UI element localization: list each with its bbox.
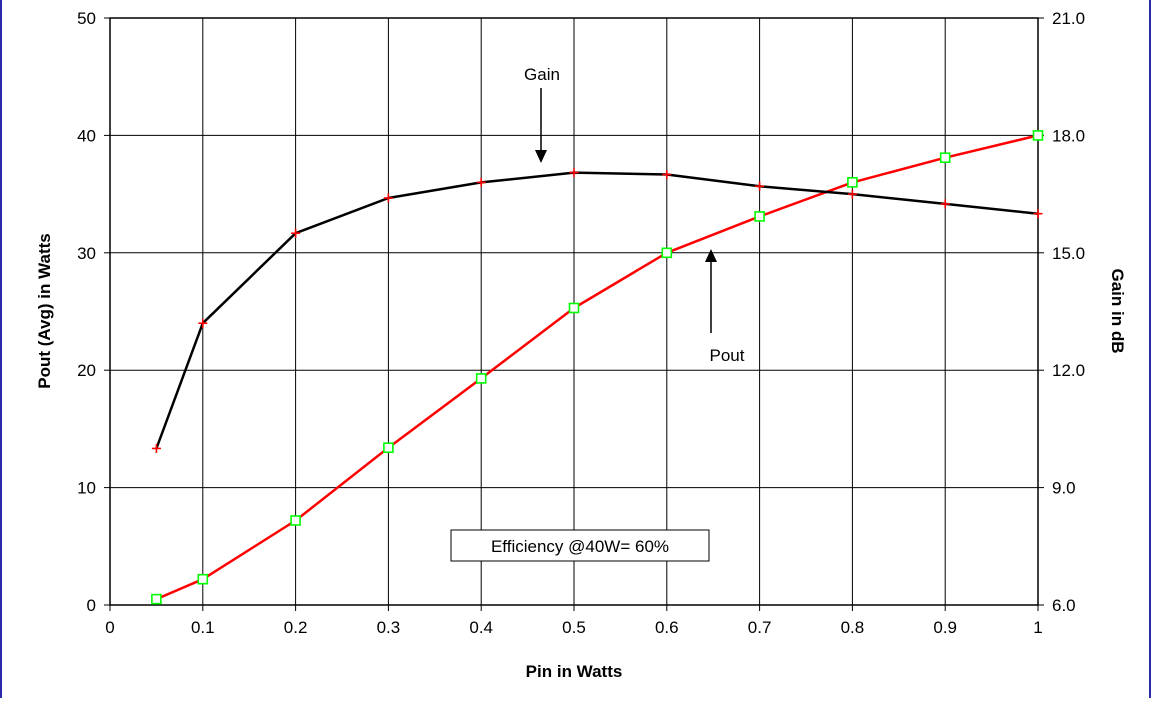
pout-annotation-arrowhead bbox=[705, 249, 717, 262]
gain-point bbox=[198, 318, 208, 328]
pout-point bbox=[939, 152, 951, 164]
y-axis-title: Pout (Avg) in Watts bbox=[35, 233, 54, 389]
x-axis-title: Pin in Watts bbox=[526, 662, 623, 681]
tick-labels: 0 0.1 0.2 0.3 0.4 0.5 0.6 0.7 0.8 0.9 101020304050… bbox=[77, 9, 1085, 637]
y2-tick-label: 18.0 bbox=[1052, 126, 1085, 145]
y2-axis-title: Gain in dB bbox=[1108, 269, 1127, 354]
gain-point bbox=[847, 189, 857, 199]
gain-point bbox=[940, 199, 950, 209]
plot-frame bbox=[109, 17, 1039, 606]
y-tick-label: 40 bbox=[77, 126, 96, 145]
pout-point bbox=[383, 442, 394, 453]
x-tick-label: 0.2 bbox=[284, 618, 308, 637]
gain-series-line bbox=[155, 171, 1039, 449]
y-tick-label: 50 bbox=[77, 9, 96, 28]
gain-point bbox=[151, 443, 161, 453]
gain-point bbox=[569, 168, 579, 178]
y2-tick-label: 12.0 bbox=[1052, 361, 1085, 380]
pout-point bbox=[151, 593, 162, 605]
pout-point bbox=[661, 247, 673, 259]
x-tick-label: 1 bbox=[1033, 618, 1042, 637]
pout-annotation-label: Pout bbox=[710, 346, 745, 365]
y2-tick-label: 21.0 bbox=[1052, 9, 1085, 28]
x-tick-label: 0.8 bbox=[841, 618, 865, 637]
pout-point bbox=[568, 302, 580, 314]
pout-point bbox=[475, 373, 487, 384]
y2-tick-label: 6.0 bbox=[1052, 596, 1076, 615]
y2-tick-label: 9.0 bbox=[1052, 479, 1076, 498]
gain-annotation-label: Gain bbox=[524, 65, 560, 84]
x-tick-label: 0.5 bbox=[562, 618, 586, 637]
pout-point bbox=[754, 211, 765, 222]
x-tick-label: 0.3 bbox=[377, 618, 401, 637]
gain-point bbox=[291, 228, 301, 238]
pout-point bbox=[1032, 130, 1044, 141]
x-tick-label: 0.1 bbox=[191, 618, 215, 637]
y2-tick-label: 15.0 bbox=[1052, 244, 1085, 263]
efficiency-box bbox=[450, 529, 710, 562]
gain-point bbox=[1033, 209, 1043, 219]
x-tick-label: 0 bbox=[105, 618, 114, 637]
y-tick-label: 20 bbox=[77, 361, 96, 380]
gain-annotation-arrowhead bbox=[535, 150, 547, 163]
x-tick-label: 0.7 bbox=[748, 618, 772, 637]
left-window-edge bbox=[0, 0, 2, 698]
y-tick-label: 0 bbox=[87, 596, 96, 615]
gain-point bbox=[476, 177, 486, 187]
right-window-edge bbox=[1149, 0, 1151, 698]
gain-point bbox=[383, 193, 393, 203]
series-layer bbox=[151, 130, 1044, 605]
pout-point bbox=[847, 177, 858, 188]
y-tick-label: 10 bbox=[77, 479, 96, 498]
efficiency-box-text: Efficiency @40W= 60% bbox=[491, 537, 669, 556]
x-tick-label: 0.4 bbox=[469, 618, 493, 637]
grid bbox=[104, 17, 1044, 611]
gain-point bbox=[662, 170, 672, 180]
x-tick-label: 0.9 bbox=[933, 618, 957, 637]
pout-point bbox=[197, 573, 209, 585]
x-tick-label: 0.6 bbox=[655, 618, 679, 637]
gain-point bbox=[755, 181, 765, 191]
pout-point bbox=[290, 515, 301, 526]
y-tick-label: 30 bbox=[77, 244, 96, 263]
